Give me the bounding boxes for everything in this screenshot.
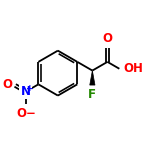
Text: O: O [102, 33, 112, 45]
Text: +: + [26, 85, 34, 93]
Text: N: N [21, 85, 31, 98]
Text: O−: O− [16, 107, 36, 119]
Text: O: O [2, 78, 12, 91]
Text: F: F [88, 88, 96, 101]
Polygon shape [90, 71, 95, 85]
Text: OH: OH [123, 62, 143, 75]
